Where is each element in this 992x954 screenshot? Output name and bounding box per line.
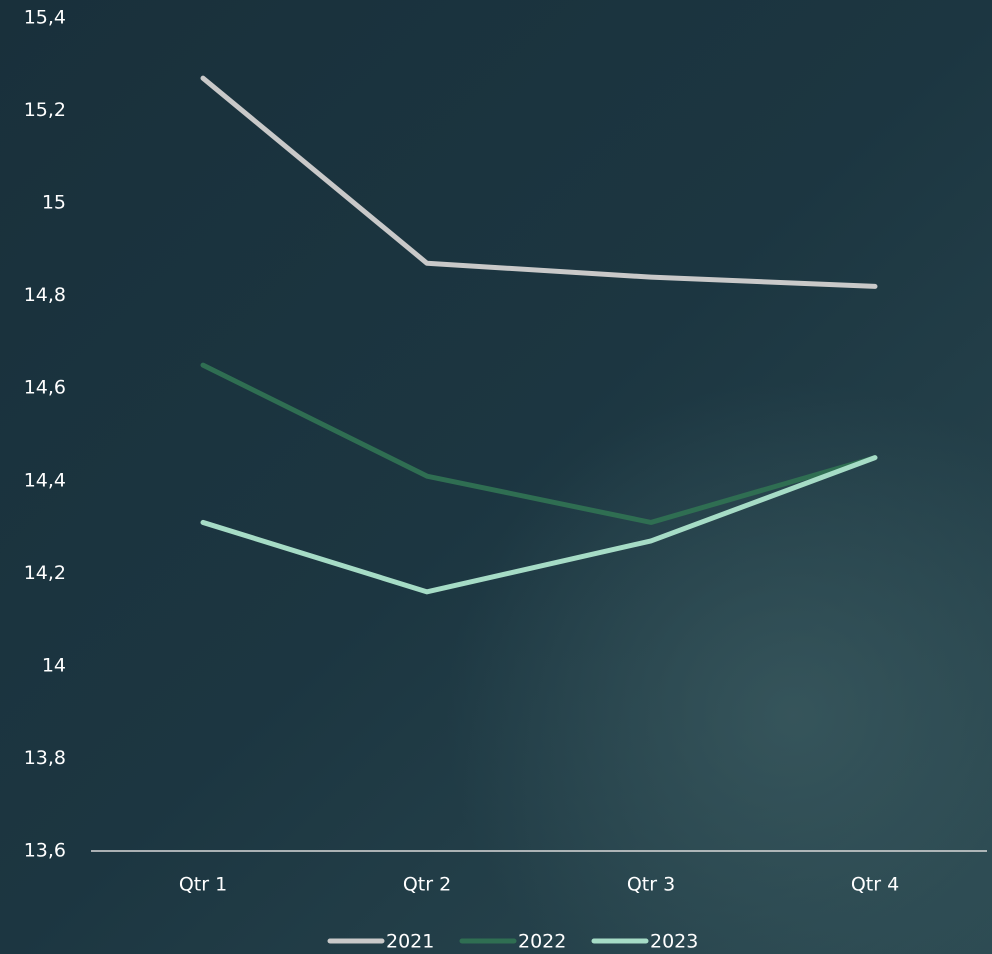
- y-tick-label: 14,8: [24, 284, 66, 306]
- legend-label: 2023: [650, 931, 698, 953]
- legend-label: 2022: [518, 931, 566, 953]
- series-line: [200, 75, 878, 289]
- x-tick-label: Qtr 3: [627, 874, 675, 896]
- y-tick-label: 13,8: [24, 747, 66, 769]
- legend-label: 2021: [386, 931, 434, 953]
- y-tick-label: 14: [42, 654, 66, 676]
- y-tick-label: 14,2: [24, 562, 66, 584]
- series-line: [200, 362, 878, 525]
- x-tick-label: Qtr 1: [179, 874, 227, 896]
- x-tick-label: Qtr 2: [403, 874, 451, 896]
- y-tick-label: 14,4: [24, 469, 66, 491]
- y-tick-label: 14,6: [24, 377, 66, 399]
- y-tick-label: 13,6: [24, 840, 66, 862]
- y-tick-label: 15,4: [24, 7, 66, 29]
- series-line: [200, 455, 878, 595]
- y-tick-label: 15,2: [24, 99, 66, 121]
- x-tick-label: Qtr 4: [851, 874, 899, 896]
- y-tick-label: 15: [42, 192, 66, 214]
